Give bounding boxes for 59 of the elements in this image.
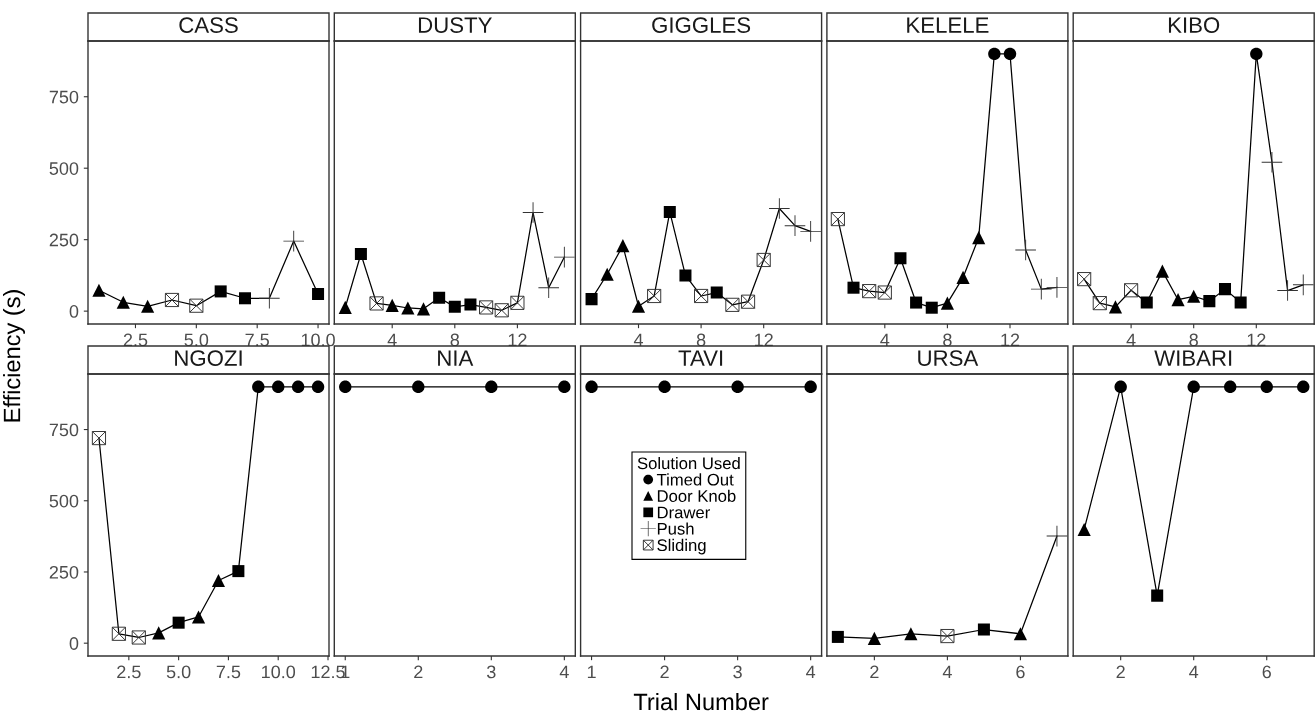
x-tick-label: 1 <box>587 665 596 679</box>
chart-title: KELELE <box>907 17 989 33</box>
chart-title: NIA <box>438 350 474 366</box>
x-tick-label: 10.0 <box>301 333 335 347</box>
y-axis-title: Efficiency (s) <box>3 290 26 422</box>
x-tick-label: 8 <box>943 333 952 347</box>
x-tick-label: 12 <box>1247 333 1266 347</box>
y-tick-label: 750 <box>49 423 79 437</box>
x-tick-label: 12 <box>508 333 527 347</box>
x-tick-label: 4 <box>633 333 643 347</box>
chart-title: WIBARI <box>1154 350 1232 366</box>
x-tick-label: 8 <box>1189 333 1198 347</box>
x-tick-label: 6 <box>1016 665 1025 679</box>
text: Timed Out <box>656 473 734 486</box>
x-tick-label: 3 <box>486 665 496 679</box>
y-tick-label: 250 <box>49 565 79 579</box>
y-tick-label: 0 <box>69 305 79 318</box>
y-tick-label: 750 <box>49 90 79 104</box>
x-tick-label: 4 <box>387 333 397 347</box>
x-tick-label: 4 <box>806 665 816 679</box>
x-tick-label: 2 <box>414 665 423 679</box>
legend-label: Sliding <box>657 538 706 555</box>
x-tick-label: 4 <box>942 665 952 679</box>
chart-title: CASS <box>179 17 238 33</box>
y-tick-label: 0 <box>69 637 79 650</box>
legend-label: Door Knob <box>657 489 736 502</box>
x-tick-label: 4 <box>1126 333 1136 347</box>
x-tick-label: 2.5 <box>123 333 148 347</box>
x-tick-label: 5.0 <box>184 333 209 347</box>
x-tick-label: 8 <box>450 333 460 347</box>
x-tick-label: 2.5 <box>117 665 141 679</box>
x-tick-label: 12 <box>755 333 773 347</box>
x-tick-label: 12 <box>1001 333 1020 347</box>
x-tick-label: 5.0 <box>166 665 191 679</box>
x-tick-label: 8 <box>696 333 706 347</box>
x-axis-title: Trial Number <box>633 692 769 711</box>
x-tick-label: 3 <box>733 665 742 679</box>
chart-title: URSA <box>918 350 979 366</box>
chart-title: KIBO <box>1168 17 1220 33</box>
x-tick-label: 6 <box>1262 665 1271 679</box>
chart-title: GIGGLES <box>652 17 751 33</box>
x-tick-label: 7.5 <box>216 665 241 679</box>
x-tick-label: 10.0 <box>262 665 296 679</box>
x-tick-label: 2 <box>1116 665 1125 679</box>
chart-title: DUSTY <box>418 17 492 33</box>
x-tick-label: 4 <box>1189 665 1199 679</box>
x-tick-label: 4 <box>880 333 890 347</box>
x-tick-label: 4 <box>559 665 569 679</box>
y-tick-label: 500 <box>49 494 79 508</box>
x-tick-label: 2 <box>870 665 879 679</box>
legend-label: Drawer <box>657 506 710 519</box>
chart-title: TAVI <box>678 350 723 366</box>
chart-title: NGOZI <box>175 350 242 366</box>
legend-title: Solution Used <box>637 457 740 470</box>
y-tick-label: 250 <box>49 233 79 247</box>
x-tick-label: 2 <box>660 665 669 679</box>
legend-label: Push <box>657 522 694 535</box>
x-tick-label: 7.5 <box>245 333 269 347</box>
y-tick-label: 500 <box>49 162 79 175</box>
